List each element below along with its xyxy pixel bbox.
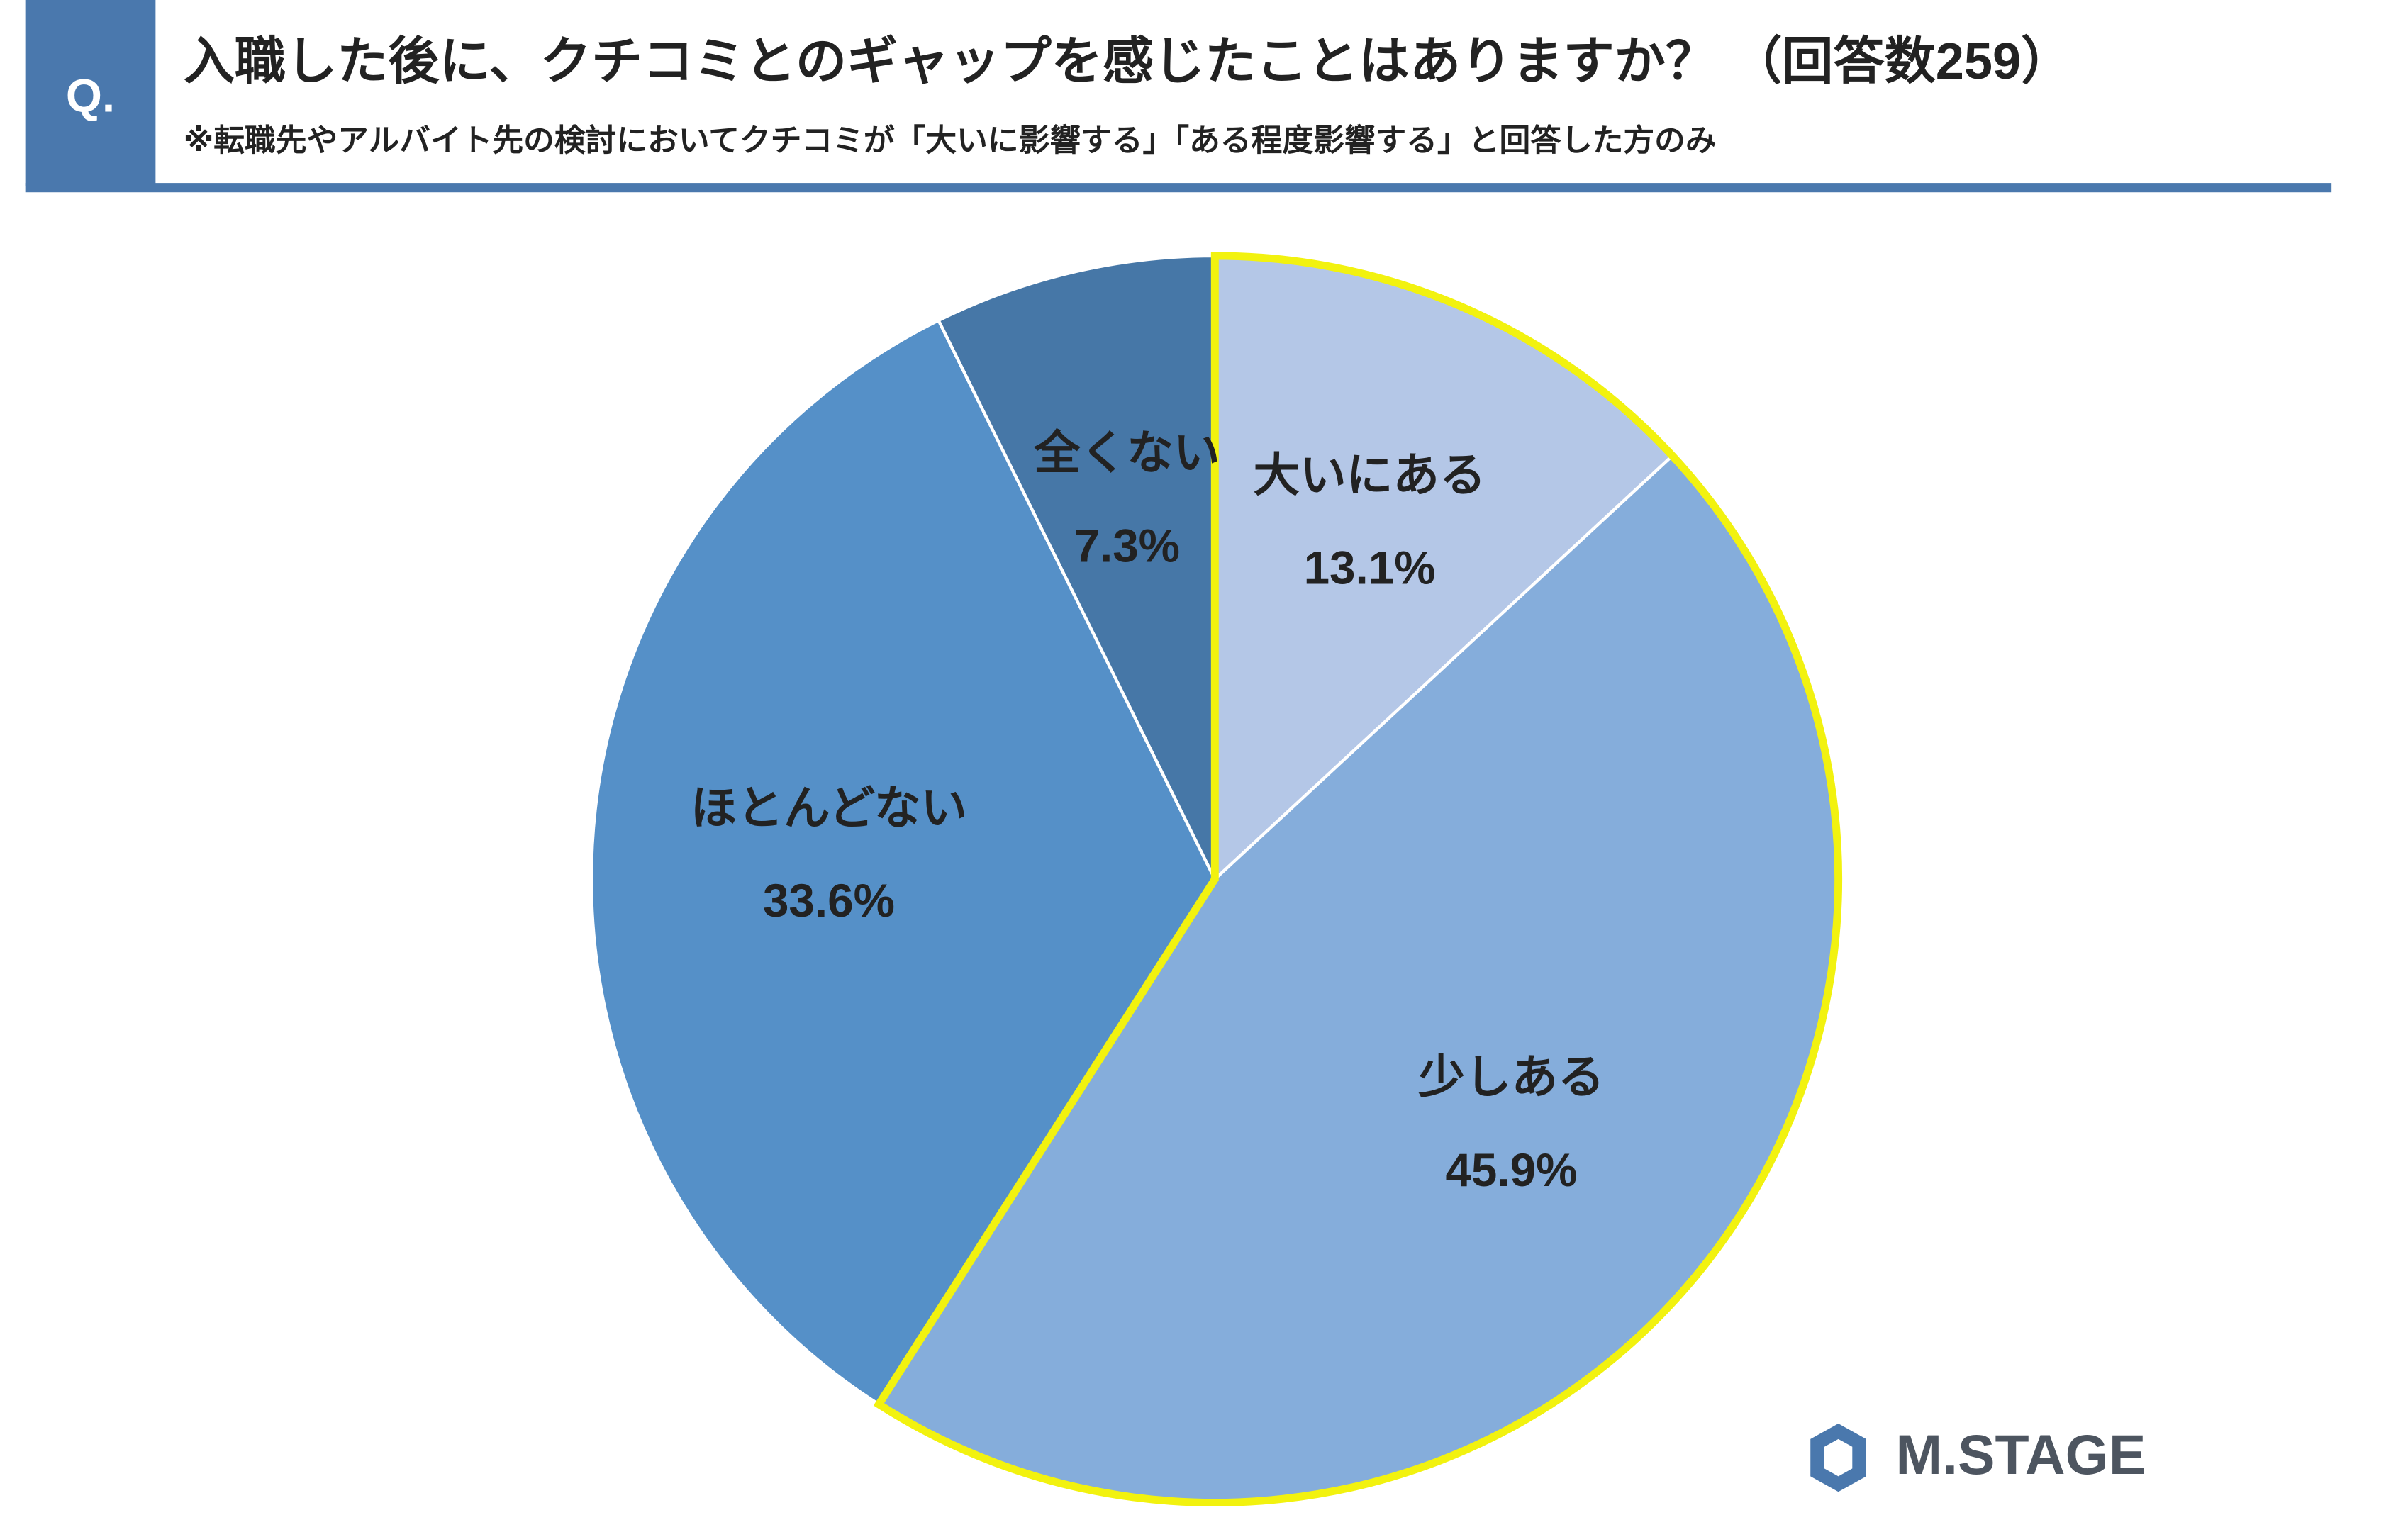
pie-slice [589, 318, 1217, 1407]
badge: Q. [66, 69, 115, 121]
slice-label: ほとんどない [691, 782, 967, 834]
header-rule [25, 183, 2332, 193]
subtitle: ※転職先やアルバイト先の検討においてクチコミが「大いに影響する」「ある程度影響す… [184, 123, 1717, 158]
value-label: 45.9% [1445, 1144, 1577, 1196]
slice-label: 大いにある [1254, 449, 1486, 501]
value-label: 33.6% [763, 875, 895, 927]
slice-label: 全くない [1033, 427, 1220, 479]
value-label: 7.3% [1074, 520, 1180, 571]
title: 入職した後に、クチコミとのギャップを感じたことはありますか？ （回答数259） [184, 33, 2073, 90]
logo-icon-inner [1824, 1438, 1853, 1477]
highlight-outline [873, 252, 1843, 1506]
slice-label: 少しある [1418, 1051, 1604, 1103]
pie: 大いにある 13.1% 少しある 45.9% ほとんどない 33.6% 全くない 7.3% [589, 252, 1843, 1506]
logo-group: M.STAGE [1810, 1423, 2146, 1492]
value-label: 13.1% [1304, 542, 1436, 594]
logo: M.STAGE [1896, 1424, 2146, 1486]
pie-slice [936, 254, 1217, 881]
badge-box [25, 0, 156, 186]
